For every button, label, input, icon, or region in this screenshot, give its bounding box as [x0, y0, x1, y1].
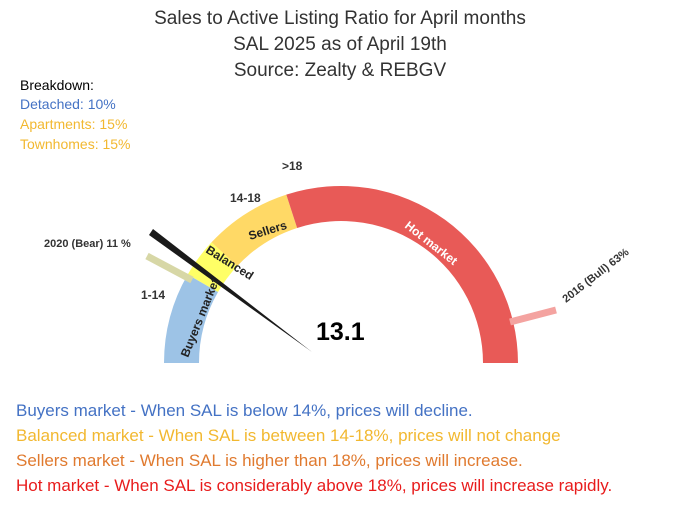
breakdown-apartments: Apartments: 15% [20, 116, 128, 132]
legend-hot: Hot market - When SAL is considerably ab… [16, 476, 613, 495]
title-line-1: Sales to Active Listing Ratio for April … [154, 8, 526, 29]
legend-sellers: Sellers market - When SAL is higher than… [16, 451, 523, 470]
legend-balanced: Balanced market - When SAL is between 14… [16, 426, 561, 445]
marker-2020-bear [145, 252, 194, 284]
breakdown-townhomes: Townhomes: 15% [20, 136, 131, 152]
marker-label-2016-bull: 2016 (Bull) 63% [560, 246, 631, 305]
title-line-3: Source: Zealty & REBGV [233, 60, 447, 81]
segment-balanced [187, 242, 238, 292]
legend-buyers: Buyers market - When SAL is below 14%, p… [16, 401, 473, 420]
segment-hot-market [286, 186, 518, 363]
marker-2016-bull [509, 306, 557, 326]
segment-buyers-market [164, 274, 219, 363]
gauge-needle [149, 229, 312, 352]
breakdown-heading: Breakdown: [20, 77, 94, 93]
range-label-1-14: 1-14 [141, 288, 165, 302]
segment-sellers [211, 194, 298, 267]
gauge-value: 13.1 [316, 318, 365, 346]
title-line-2: SAL 2025 as of April 19th [233, 34, 447, 55]
breakdown-detached: Detached: 10% [20, 96, 116, 112]
range-label-14-18: 14-18 [230, 191, 261, 205]
range-label-over-18: >18 [282, 159, 303, 173]
marker-label-2020-bear: 2020 (Bear) 11 % [44, 238, 131, 250]
